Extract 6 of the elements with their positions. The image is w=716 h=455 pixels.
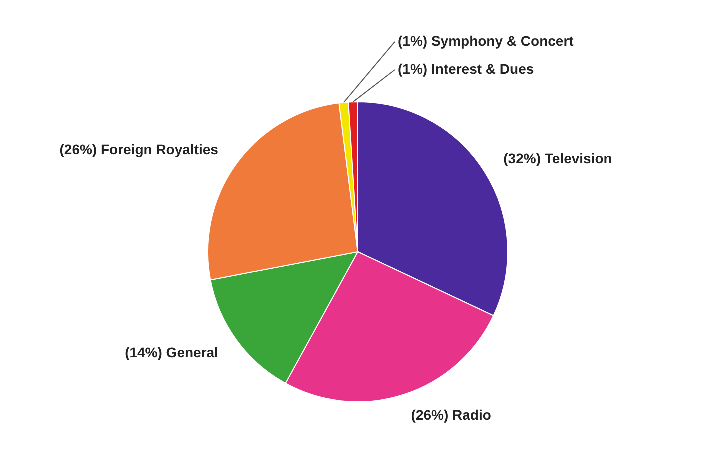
slice-label: (32%) Television (504, 150, 612, 167)
slice-label: (1%) Symphony & Concert (398, 33, 574, 49)
slice-label: (26%) Foreign Royalties (60, 142, 219, 158)
slice-label: (26%) Radio (411, 407, 492, 424)
slice-label: (1%) Interest & Dues (398, 61, 534, 77)
slice-label: (14%) General (125, 344, 218, 360)
